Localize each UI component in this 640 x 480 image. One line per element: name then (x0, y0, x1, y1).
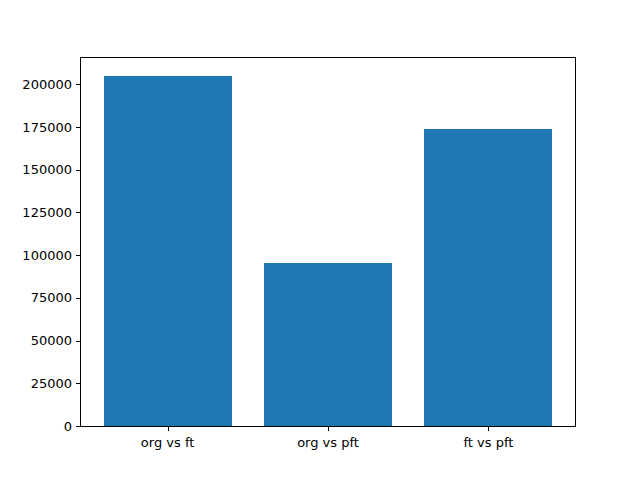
y-tick-mark (76, 255, 80, 256)
x-tick-mark (168, 427, 169, 431)
y-tick-label: 150000 (0, 162, 72, 177)
x-tick-mark (328, 427, 329, 431)
plot-area (80, 57, 576, 427)
y-tick-mark (76, 212, 80, 213)
y-tick-label: 25000 (0, 376, 72, 391)
bar-org-vs-ft (104, 76, 232, 426)
y-tick-label: 50000 (0, 333, 72, 348)
y-tick-mark (76, 170, 80, 171)
y-tick-mark (76, 298, 80, 299)
x-tick-label: org vs ft (98, 435, 238, 450)
bar-ft-vs-pft (424, 129, 552, 426)
y-tick-mark (76, 383, 80, 384)
y-tick-mark (76, 341, 80, 342)
y-tick-mark (76, 127, 80, 128)
y-tick-label: 100000 (0, 248, 72, 263)
y-tick-label: 200000 (0, 77, 72, 92)
bar-org-vs-pft (264, 263, 392, 426)
y-tick-label: 125000 (0, 205, 72, 220)
x-tick-mark (488, 427, 489, 431)
x-tick-label: ft vs pft (418, 435, 558, 450)
y-tick-mark (76, 84, 80, 85)
y-tick-label: 75000 (0, 290, 72, 305)
y-tick-label: 0 (0, 419, 72, 434)
y-tick-mark (76, 426, 80, 427)
y-tick-label: 175000 (0, 120, 72, 135)
bar-chart-figure: org vs ft org vs pft ft vs pft 0 25000 50000 7… (0, 0, 640, 480)
x-tick-label: org vs pft (258, 435, 398, 450)
